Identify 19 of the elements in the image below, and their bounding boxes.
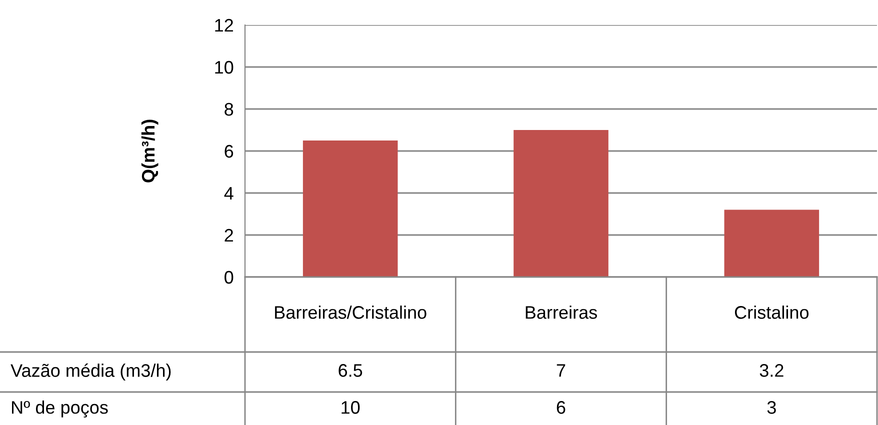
y-tick-label: 10 xyxy=(215,60,234,74)
data-label: 7 xyxy=(556,364,566,377)
x-tick-label: Barreiras/Cristalino xyxy=(275,306,426,319)
y-tick-label: 8 xyxy=(224,102,234,116)
y-tick-label: 12 xyxy=(215,18,233,32)
x-tick-label: Cristalino xyxy=(734,306,809,319)
text: Vazão média (m3/h) xyxy=(10,363,171,381)
text: 6 xyxy=(556,401,566,414)
text: 3 xyxy=(767,401,776,414)
y-tick-label: 6 xyxy=(224,144,234,158)
data-label: 6.5 xyxy=(338,364,362,377)
y-axis-title: Q(m³/h) xyxy=(141,120,158,182)
text: 10 xyxy=(342,401,360,414)
text: Nº de poços xyxy=(12,400,108,418)
x-tick-label: Barreiras xyxy=(526,306,597,319)
y-tick-label: 0 xyxy=(224,270,234,284)
y-tick-label: 4 xyxy=(224,187,234,200)
y-tick-label: 2 xyxy=(224,228,233,242)
data-label: 3.2 xyxy=(760,364,784,377)
